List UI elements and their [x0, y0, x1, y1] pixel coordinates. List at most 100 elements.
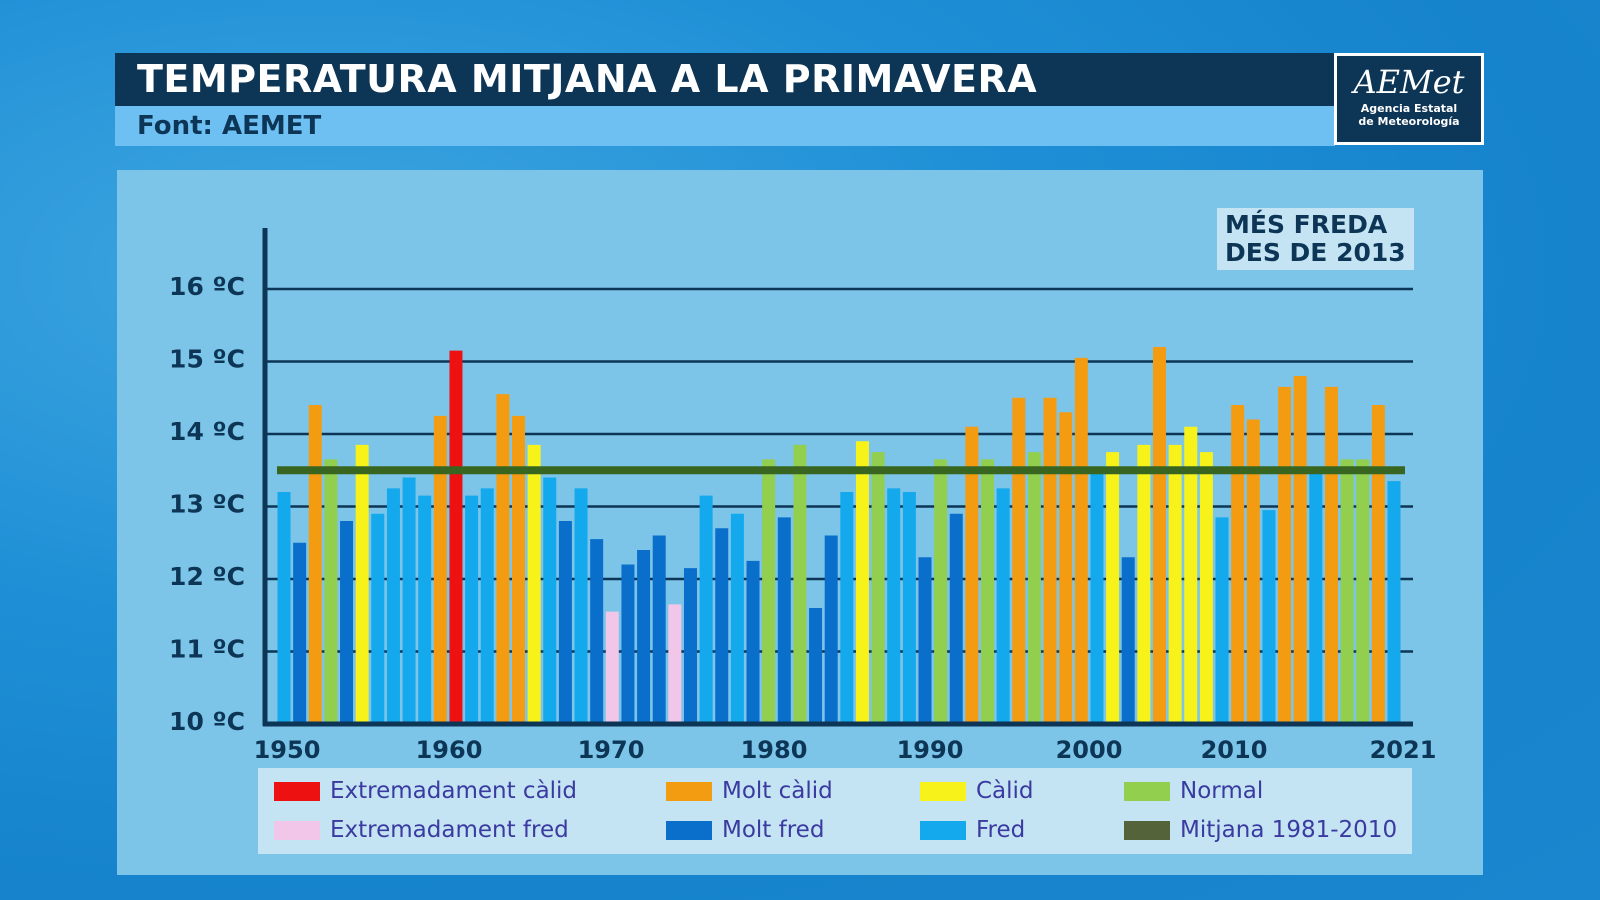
legend-item: Molt càlid [666, 778, 833, 804]
bar-2004 [1121, 557, 1135, 724]
x-tick-label: 2010 [1201, 736, 1268, 764]
bar-1994 [965, 426, 979, 724]
bar-1972 [621, 564, 635, 724]
bar-2013 [1262, 510, 1276, 724]
bar-1990 [902, 492, 916, 724]
legend-label: Molt fred [722, 817, 825, 843]
bar-1956 [371, 513, 385, 724]
bar-2016 [1309, 470, 1323, 724]
bar-2000 [1059, 412, 1073, 724]
bar-1957 [386, 488, 400, 724]
bar-2001 [1074, 357, 1088, 724]
bar-1964 [496, 394, 510, 724]
bar-2011 [1231, 405, 1245, 724]
legend-label: Fred [976, 817, 1026, 843]
bar-1989 [887, 488, 901, 724]
legend-swatch [1124, 820, 1170, 840]
bar-1950 [277, 492, 291, 724]
y-tick-label: 13 ºC [169, 490, 245, 519]
bar-1955 [355, 444, 369, 724]
bar-1986 [840, 492, 854, 724]
legend-label: Molt càlid [722, 778, 833, 804]
bar-1975 [668, 604, 682, 724]
legend-swatch [1124, 781, 1170, 801]
legend-label: Càlid [976, 778, 1034, 804]
bar-1982 [777, 517, 791, 724]
bar-1983 [793, 444, 807, 724]
bar-1999 [1043, 397, 1057, 724]
bar-1991 [918, 557, 932, 724]
x-tick-label: 2000 [1056, 736, 1123, 764]
x-tick-label: 1950 [254, 736, 321, 764]
bar-1953 [324, 459, 338, 724]
bar-1963 [480, 488, 494, 724]
bar-2019 [1356, 459, 1370, 724]
legend-label: Normal [1180, 778, 1264, 804]
bar-1969 [574, 488, 588, 724]
legend-item: Fred [920, 817, 1025, 843]
bar-1980 [746, 560, 760, 724]
bar-2021 [1387, 481, 1401, 724]
bar-1993 [949, 513, 963, 724]
x-tick-label: 1960 [416, 736, 483, 764]
chart-title: TEMPERATURA MITJANA A LA PRIMAVERA [115, 53, 1335, 106]
x-tick-label: 2021 [1370, 736, 1437, 764]
bar-1973 [637, 550, 651, 724]
logo-line2: de Meteorología [1358, 115, 1460, 128]
legend-label: Extremadament càlid [330, 778, 578, 804]
bar-1997 [1012, 397, 1026, 724]
bar-1966 [527, 444, 541, 724]
bar-1958 [402, 477, 416, 724]
y-tick-label: 10 ºC [169, 707, 245, 736]
bar-2008 [1184, 426, 1198, 724]
bar-1996 [996, 488, 1010, 724]
x-tick-label: 1980 [741, 736, 808, 764]
legend-item: Molt fred [666, 817, 824, 843]
logo-mark: AEMet [1353, 63, 1465, 101]
y-tick-label: 14 ºC [169, 417, 245, 446]
bar-1960 [433, 415, 447, 724]
bar-2005 [1137, 444, 1151, 724]
bar-2010 [1215, 517, 1229, 724]
bar-1970 [590, 539, 604, 724]
bar-1976 [683, 568, 697, 724]
legend-label: Extremadament fred [330, 817, 569, 843]
bar-1961 [449, 350, 463, 724]
bar-1967 [543, 477, 557, 724]
aemet-logo: AEMet Agencia Estatal de Meteorología [1334, 53, 1484, 145]
coldest-badge: MÉS FREDA DES DE 2013 [1217, 208, 1414, 270]
x-tick-label: 1970 [578, 736, 645, 764]
bar-2006 [1152, 347, 1166, 724]
bar-1971 [605, 611, 619, 724]
bar-2003 [1106, 452, 1120, 724]
legend-swatch [666, 781, 712, 801]
source-label: Font: AEMET [115, 106, 1335, 146]
legend-swatch [274, 820, 320, 840]
y-tick-label: 12 ºC [169, 562, 245, 591]
bar-2017 [1324, 386, 1338, 724]
bar-1985 [824, 535, 838, 724]
y-tick-label: 11 ºC [169, 635, 245, 664]
bar-1995 [981, 459, 995, 724]
bar-1954 [340, 521, 354, 724]
chart-legend: Extremadament càlid Molt càlid Càlid Nor… [258, 768, 1412, 854]
logo-line1: Agencia Estatal [1360, 102, 1458, 115]
legend-item: Extremadament càlid [274, 778, 577, 804]
bar-2015 [1293, 376, 1307, 724]
bar-1965 [512, 415, 526, 724]
bar-2007 [1168, 444, 1182, 724]
bar-1992 [934, 459, 948, 724]
bar-2002 [1090, 470, 1104, 724]
badge-line2: DES DE 2013 [1225, 238, 1406, 267]
legend-swatch [920, 820, 966, 840]
y-tick-label: 16 ºC [169, 272, 245, 301]
bar-1962 [465, 495, 479, 724]
legend-item: Normal [1124, 778, 1263, 804]
y-tick-label: 15 ºC [169, 345, 245, 374]
bar-2014 [1278, 386, 1292, 724]
bar-1978 [715, 528, 729, 724]
legend-swatch [920, 781, 966, 801]
bar-1998 [1027, 452, 1041, 724]
legend-swatch [666, 820, 712, 840]
